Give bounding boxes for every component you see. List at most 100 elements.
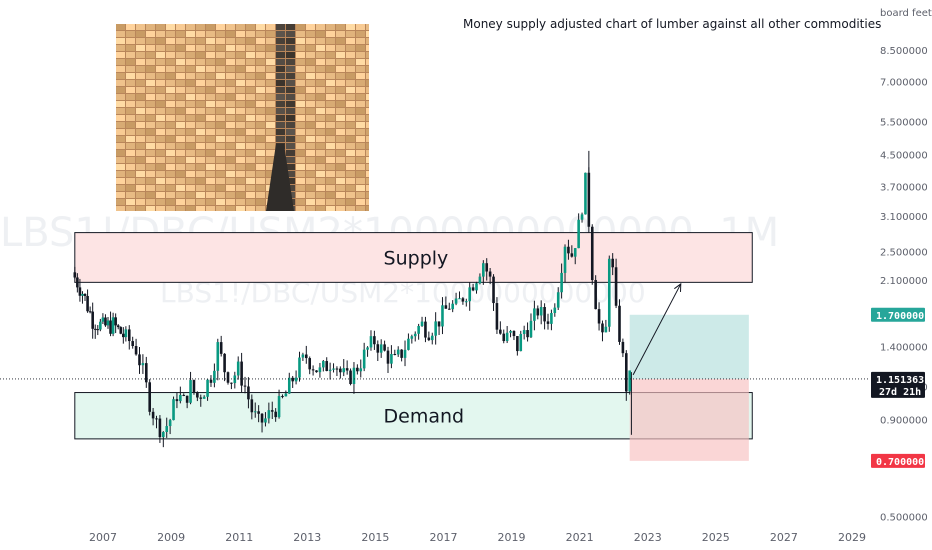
lumber-plank <box>326 122 335 128</box>
lumber-plank <box>326 178 335 184</box>
lumber-plank <box>126 87 135 93</box>
lumber-plank <box>126 164 135 170</box>
lumber-plank <box>196 59 205 65</box>
lumber-plank <box>296 66 305 72</box>
lumber-plank <box>236 73 245 79</box>
lumber-plank <box>236 115 245 121</box>
lumber-plank <box>346 45 355 51</box>
candle-up <box>162 432 165 438</box>
candle-down <box>594 280 597 310</box>
lumber-plank <box>166 66 175 72</box>
lumber-plank <box>186 122 195 128</box>
candle-up <box>417 326 420 334</box>
lumber-plank <box>256 52 265 58</box>
candle-down <box>618 305 621 342</box>
lumber-plank <box>266 94 275 100</box>
candle-up <box>267 410 271 419</box>
lumber-plank <box>176 178 185 184</box>
lumber-plank <box>296 150 305 156</box>
lumber-plank <box>206 164 215 170</box>
lumber-plank <box>116 45 125 51</box>
lumber-plank <box>366 185 369 191</box>
lumber-plank <box>276 129 285 135</box>
lumber-plank <box>196 185 205 191</box>
lumber-plank <box>156 115 165 121</box>
lumber-plank <box>216 94 225 100</box>
lumber-plank <box>146 150 155 156</box>
candle-down <box>158 418 162 438</box>
candles <box>73 150 632 448</box>
lumber-plank <box>136 199 145 205</box>
lumber-plank <box>186 31 195 37</box>
lumber-plank <box>296 171 305 177</box>
lumber-plank <box>176 73 185 79</box>
lumber-plank <box>326 199 335 205</box>
lumber-plank <box>116 108 125 114</box>
lumber-plank <box>306 122 315 128</box>
candle-down <box>567 246 570 254</box>
candle-up <box>213 370 216 383</box>
lumber-plank <box>326 45 335 51</box>
lumber-plank <box>146 122 155 128</box>
candle-up <box>403 349 407 358</box>
lumber-plank <box>126 178 135 184</box>
lumber-plank <box>366 171 369 177</box>
lumber-plank <box>366 66 369 72</box>
lumber-plank <box>336 199 345 205</box>
lumber-plank <box>176 80 185 86</box>
candle-up <box>298 357 301 378</box>
lumber-plank <box>126 101 135 107</box>
candle-up <box>390 354 393 364</box>
lumber-plank <box>276 94 285 100</box>
lumber-plank <box>366 101 369 107</box>
lumber-plank <box>306 80 315 86</box>
lumber-plank <box>326 192 335 198</box>
lumber-plank <box>136 108 145 114</box>
lumber-plank <box>326 31 335 37</box>
candle-down <box>383 344 386 351</box>
lumber-plank <box>136 24 145 30</box>
candle-down <box>461 298 465 302</box>
lumber-plank <box>156 157 165 163</box>
candle-up <box>81 293 84 296</box>
candle-down <box>614 267 618 306</box>
stop-price-label: 0.700000 <box>876 457 924 468</box>
lumber-plank <box>156 38 165 44</box>
lumber-plank <box>296 80 305 86</box>
lumber-plank <box>226 59 235 65</box>
lumber-plank <box>136 73 145 79</box>
lumber-plank <box>186 24 195 30</box>
candle-up <box>318 367 322 373</box>
lumber-plank <box>256 129 265 135</box>
lumber-plank <box>296 115 305 121</box>
lumber-plank <box>356 108 365 114</box>
lumber-plank <box>166 192 175 198</box>
lumber-plank <box>176 38 185 44</box>
lumber-plank <box>116 199 125 205</box>
lumber-plank <box>116 192 125 198</box>
lumber-plank <box>356 38 365 44</box>
lumber-plank <box>326 143 335 149</box>
lumber-plank <box>246 199 255 205</box>
candle-down <box>495 303 499 330</box>
lumber-plank <box>366 129 369 135</box>
lumber-plank <box>176 157 185 163</box>
chart-title: Money supply adjusted chart of lumber ag… <box>463 17 881 31</box>
lumber-plank <box>316 192 325 198</box>
lumber-plank <box>176 185 185 191</box>
lumber-plank <box>286 45 295 51</box>
lumber-plank <box>166 136 175 142</box>
time-axis: 2007 2009 2011 2013 2015 2017 2019 2021 2023 2025… <box>89 531 866 544</box>
lumber-plank <box>116 66 125 72</box>
lumber-plank <box>336 24 345 30</box>
lumber-plank <box>306 206 315 211</box>
candle-down <box>400 349 403 358</box>
lumber-plank <box>326 94 335 100</box>
lumber-plank <box>186 129 195 135</box>
lumber-plank <box>216 122 225 128</box>
lumber-plank <box>136 136 145 142</box>
lumber-plank <box>146 101 155 107</box>
lumber-plank <box>326 164 335 170</box>
lumber-plank <box>276 59 285 65</box>
lumber-plank <box>186 52 195 58</box>
